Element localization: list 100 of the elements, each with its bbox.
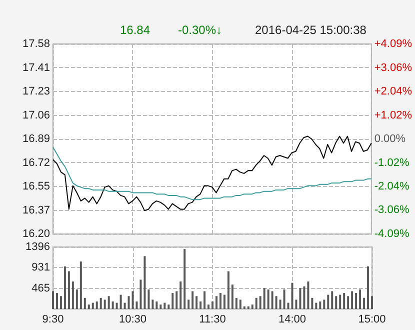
bar — [303, 286, 306, 309]
bar — [323, 300, 326, 309]
y-tick-label: 16.72 — [22, 156, 50, 169]
bar — [267, 289, 270, 309]
text: -0.30%↓ — [178, 23, 222, 37]
bar — [259, 296, 262, 309]
bar — [156, 301, 158, 309]
bar — [247, 306, 250, 309]
bar — [124, 302, 126, 309]
bar — [84, 298, 86, 309]
bar — [76, 289, 78, 309]
bar — [279, 300, 282, 309]
bar — [335, 296, 338, 309]
bar — [168, 304, 170, 309]
bar — [172, 293, 174, 309]
bar — [215, 296, 218, 309]
bar — [200, 301, 202, 309]
bar — [219, 293, 222, 309]
bar — [243, 306, 246, 309]
line-series — [52, 136, 372, 212]
bar — [319, 301, 322, 309]
bar — [283, 289, 286, 309]
y2-tick-label: +1.02% — [374, 109, 412, 122]
bar — [88, 304, 90, 309]
x-tick-label: 14:00 — [278, 314, 306, 326]
bar — [72, 281, 74, 309]
bar — [327, 294, 330, 309]
bar — [140, 280, 142, 309]
bar — [227, 271, 230, 309]
bar — [339, 294, 342, 309]
bar — [371, 296, 373, 309]
bar — [196, 296, 198, 309]
bar — [176, 291, 178, 309]
x-tick-label: 15:00 — [358, 314, 386, 326]
bar — [164, 302, 166, 309]
bar — [132, 291, 134, 309]
bar — [108, 296, 110, 309]
bar — [60, 296, 62, 309]
bar — [343, 293, 346, 309]
y2-tick-label: +4.09% — [374, 38, 412, 50]
bar — [299, 288, 302, 309]
bar — [184, 249, 186, 309]
y2-tick-label: -2.04% — [374, 180, 410, 192]
bar — [231, 284, 234, 309]
bar — [263, 288, 266, 309]
y2-tick-label: +2.04% — [374, 86, 412, 98]
y2-tick-label: -1.02% — [374, 156, 410, 169]
bar — [152, 300, 154, 309]
y2-tick-label: -4.09% — [374, 228, 410, 240]
text: 16.84 — [120, 23, 150, 37]
bar — [291, 282, 294, 309]
bar — [192, 291, 194, 309]
bar — [351, 291, 354, 309]
bar — [287, 302, 290, 309]
y-tick-label: 16.55 — [22, 180, 50, 192]
bar — [100, 298, 102, 309]
bar — [331, 291, 334, 309]
y-tick-label: 17.23 — [22, 86, 50, 98]
bar — [355, 293, 358, 309]
bar — [92, 302, 94, 309]
y-tick-label: 17.06 — [22, 109, 50, 122]
bar — [212, 301, 214, 309]
bar — [359, 289, 362, 309]
bar — [96, 301, 98, 309]
bar — [311, 298, 314, 309]
y2-tick-label: -3.06% — [374, 204, 410, 216]
bar — [116, 302, 118, 309]
bar — [275, 296, 278, 309]
y-tick-label: 17.41 — [22, 62, 50, 74]
y-tick-label: 16.20 — [22, 228, 50, 240]
x-tick-label: 11:30 — [199, 314, 226, 326]
y-tick-label: 17.58 — [22, 38, 50, 50]
bar — [112, 301, 114, 309]
bar — [251, 304, 254, 309]
bar — [120, 294, 122, 309]
bar — [148, 289, 150, 309]
bar — [68, 271, 70, 309]
bar — [208, 304, 210, 309]
bar — [363, 298, 366, 309]
bar — [235, 298, 238, 309]
bar — [104, 300, 106, 309]
bar — [80, 261, 82, 309]
bar — [188, 300, 190, 309]
bar — [204, 291, 206, 309]
y-tick-label: 16.37 — [22, 204, 50, 216]
bar — [56, 293, 58, 309]
bar — [347, 296, 350, 309]
y2-tick-label: +3.06% — [374, 62, 412, 74]
y-tick-label: 465 — [32, 282, 50, 294]
bar — [144, 256, 146, 309]
line-series — [52, 146, 372, 200]
y-tick-label: 1396 — [26, 241, 50, 253]
bar — [52, 291, 54, 309]
text: 2016-04-25 15:00:38 — [255, 23, 367, 37]
bar — [367, 266, 370, 309]
x-tick-label: 9:30 — [42, 314, 64, 326]
bar — [180, 281, 182, 309]
bar — [160, 304, 162, 309]
bar — [271, 291, 274, 309]
bar — [223, 294, 226, 309]
